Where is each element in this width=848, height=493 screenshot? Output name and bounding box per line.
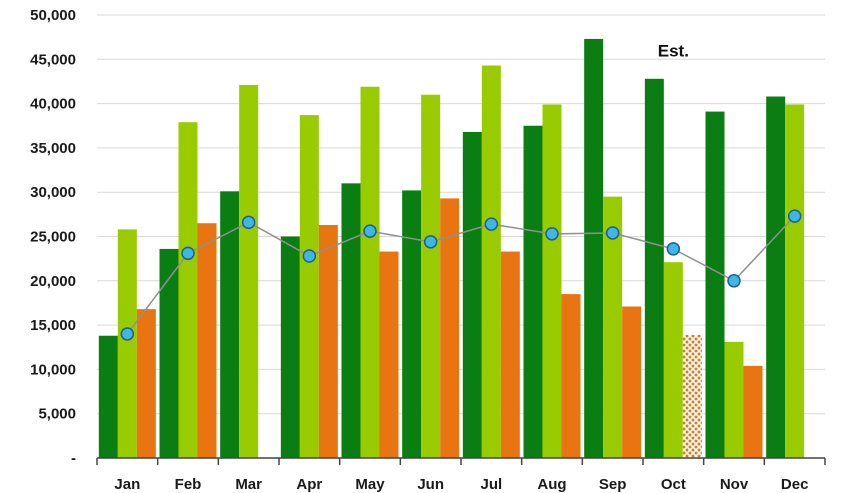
bar	[542, 104, 562, 459]
x-tick-label: Jul	[480, 476, 502, 493]
bar	[462, 131, 482, 458]
bar	[500, 251, 520, 458]
bar	[663, 262, 683, 458]
bar	[705, 111, 725, 458]
data-point	[484, 217, 499, 231]
axes	[96, 457, 826, 465]
x-tick-label: Oct	[661, 476, 686, 493]
bar	[481, 65, 501, 458]
x-tick-label: Nov	[720, 476, 749, 493]
y-tick-label: -	[71, 450, 76, 467]
bar	[561, 294, 581, 458]
x-tick-label: Jun	[417, 476, 444, 493]
bar	[644, 78, 664, 459]
x-tick-label: Aug	[537, 476, 566, 493]
bar	[584, 38, 604, 459]
y-tick-label: 15,000	[30, 317, 76, 334]
data-point	[787, 209, 802, 223]
x-tick-label: Mar	[235, 476, 262, 493]
bar	[280, 236, 300, 458]
data-point	[423, 235, 438, 249]
x-tick-label: Dec	[781, 476, 809, 493]
bar	[360, 86, 380, 459]
data-point	[605, 226, 620, 240]
data-point	[545, 227, 559, 241]
bar	[136, 309, 156, 458]
bars	[98, 38, 805, 459]
bar	[402, 190, 422, 459]
y-tick-label: 5,000	[38, 406, 76, 423]
bar	[523, 125, 543, 458]
y-tick-label: 45,000	[30, 51, 76, 68]
bar	[724, 341, 744, 458]
labels: - 5,000 10,000 15,000 20,000 25,000 30,000 35,0…	[30, 7, 808, 493]
bar	[299, 115, 319, 459]
bar	[682, 334, 702, 458]
y-tick-label: 40,000	[30, 96, 76, 113]
data-point	[666, 242, 681, 256]
bar	[117, 229, 137, 458]
y-tick-label: 25,000	[30, 229, 76, 246]
average-line	[120, 209, 802, 341]
data-point	[120, 327, 135, 341]
x-tick-label: Feb	[175, 476, 202, 493]
bar	[622, 306, 642, 458]
y-tick-label: 30,000	[30, 184, 76, 201]
bar	[159, 248, 179, 458]
data-point	[181, 246, 195, 261]
data-point	[302, 249, 317, 263]
bar	[98, 335, 118, 458]
data-point	[241, 215, 256, 230]
bar	[220, 191, 240, 458]
gridlines	[97, 14, 825, 415]
estimate-annotation: Est.	[658, 41, 689, 60]
bar	[785, 104, 805, 459]
x-tick-label: Apr	[296, 476, 322, 493]
data-point	[727, 274, 741, 288]
bar	[603, 196, 623, 458]
bar	[197, 223, 217, 458]
bar	[440, 198, 460, 459]
bar	[766, 96, 786, 459]
bar	[178, 122, 198, 459]
y-tick-label: 10,000	[30, 361, 76, 378]
y-tick-label: 50,000	[30, 7, 76, 24]
bar	[239, 84, 259, 458]
y-tick-label: 20,000	[30, 273, 76, 290]
x-tick-label: Sep	[599, 476, 627, 493]
bar	[743, 365, 763, 458]
series-line	[126, 215, 796, 335]
bar	[318, 224, 338, 458]
bar	[341, 183, 361, 458]
data-point	[363, 224, 377, 238]
x-tick-label: Jan	[114, 476, 140, 493]
x-tick-label: May	[355, 476, 385, 493]
bar	[421, 94, 441, 459]
bar	[379, 251, 399, 458]
y-tick-label: 35,000	[30, 140, 76, 157]
